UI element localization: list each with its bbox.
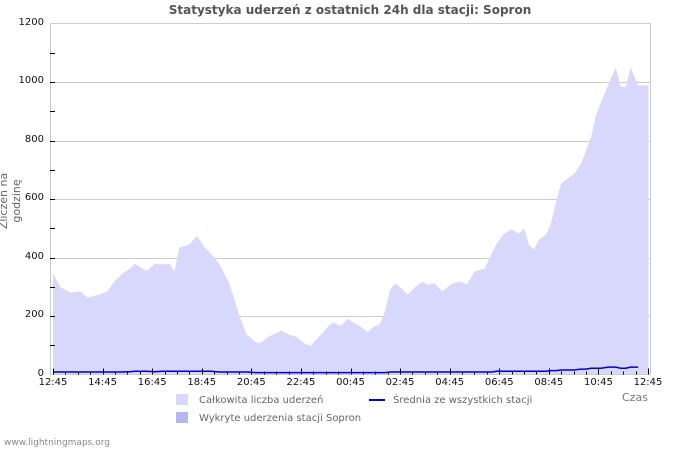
legend-average-swatch — [369, 399, 385, 401]
legend-total-swatch — [176, 394, 188, 405]
x-tick-label: 04:45 — [435, 377, 465, 388]
x-tick-label: 12:45 — [633, 377, 663, 388]
total-strikes-area — [53, 67, 649, 375]
average-line — [53, 366, 639, 374]
legend-detected-label: Wykryte uderzenia stacji Sopron — [199, 413, 362, 424]
y-tick-label: 600 — [24, 192, 44, 203]
y-tick-label: 0 — [37, 367, 44, 379]
legend-total-label: Całkowita liczba uderzeń — [199, 395, 324, 406]
y-tick-label: 800 — [24, 133, 44, 145]
x-axis-label: Czas — [622, 391, 648, 404]
legend-average-label: Średnia ze wszystkich stacji — [393, 395, 533, 406]
x-tick-label: 10:45 — [583, 377, 613, 388]
legend-detected-swatch — [176, 412, 188, 423]
x-tick-label: 14:45 — [88, 377, 117, 388]
chart-title: Statystyka uderzeń z ostatnich 24h dla s… — [168, 3, 532, 17]
x-tick-label: 00:45 — [336, 377, 365, 388]
y-tick-label: 1200 — [18, 16, 44, 28]
axis-ticks — [50, 53, 649, 375]
x-tick-label: 18:45 — [187, 377, 217, 388]
y-tick-label: 400 — [24, 250, 44, 262]
x-tick-label: 22:45 — [286, 377, 316, 388]
footer-link[interactable]: www.lightningmaps.org — [4, 438, 110, 448]
x-tick-label: 12:45 — [38, 377, 68, 388]
x-tick-label: 20:45 — [236, 377, 266, 388]
x-tick-label: 06:45 — [484, 377, 514, 388]
x-tick-label: 02:45 — [385, 377, 415, 388]
y-tick-label: 1000 — [18, 75, 44, 86]
x-tick-label: 08:45 — [534, 377, 564, 388]
x-tick-label: 16:45 — [137, 377, 167, 388]
y-tick-label: 200 — [24, 309, 44, 320]
